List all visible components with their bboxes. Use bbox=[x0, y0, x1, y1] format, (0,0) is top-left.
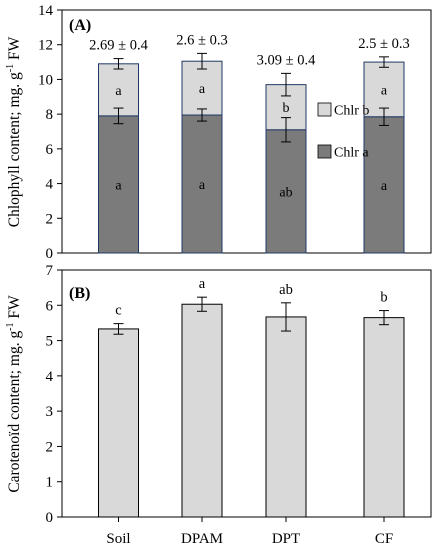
legend-label-chlr-a: Chlr a bbox=[334, 146, 369, 161]
letter-chlr-b-dpt: b bbox=[283, 101, 290, 116]
letter-chlr-b-cf: a bbox=[381, 83, 388, 98]
legend-swatch-chlr-b bbox=[317, 102, 332, 117]
panel-b-y-tick-label: 4 bbox=[46, 369, 54, 385]
letter-carotenoid-dpam: a bbox=[199, 276, 206, 292]
legend-label-chlr-b: Chlr b bbox=[334, 104, 369, 119]
x-tick-label-dpam: DPAM bbox=[181, 531, 223, 547]
panel-b-label: (B) bbox=[69, 285, 90, 302]
x-tick-label-cf: CF bbox=[375, 531, 393, 547]
panel-a-y-tick-label: 14 bbox=[38, 3, 54, 19]
panel-b: (B) 0 1 2 3 4 5 6 7 c Soil a DPAM ab DPT b CF Carotenoï… bbox=[5, 263, 432, 547]
panel-a-frame bbox=[61, 9, 432, 254]
ratio-label-dpt: 3.09 ± 0.4 bbox=[257, 52, 316, 68]
bar-chlr-a-soil bbox=[98, 115, 139, 254]
ratio-label-dpam: 2.6 ± 0.3 bbox=[176, 32, 227, 48]
panel-a-y-tick-label: 6 bbox=[46, 142, 54, 158]
bar-chlr-a-cf bbox=[363, 116, 405, 254]
panel-b-y-tick-label: 3 bbox=[46, 404, 54, 420]
panel-b-y-tick-label: 2 bbox=[46, 439, 54, 455]
letter-carotenoid-dpt: ab bbox=[279, 282, 293, 298]
panel-a-y-tick-label: 10 bbox=[38, 72, 53, 88]
bar-carotenoid-dpam bbox=[181, 303, 223, 518]
panel-b-y-tick-label: 7 bbox=[46, 263, 54, 279]
panel-b-y-tick-label: 0 bbox=[46, 510, 54, 526]
legend-swatch-chlr-a bbox=[317, 144, 332, 159]
panel-b-frame bbox=[61, 269, 432, 518]
panel-b-y-tick-label: 5 bbox=[46, 334, 54, 350]
bar-chlr-a-dpt bbox=[265, 129, 307, 254]
panel-a-y-tick-label: 2 bbox=[46, 211, 54, 227]
legend-item-chlr-b: Chlr b bbox=[317, 102, 369, 119]
panel-a-y-tick-label: 8 bbox=[46, 107, 54, 123]
panel-b-plot-area: 0 1 2 3 4 5 6 7 c Soil a DPAM ab DPT b CF bbox=[46, 263, 405, 547]
bar-chlr-a-dpam bbox=[181, 114, 223, 254]
legend: Chlr b Chlr a bbox=[317, 102, 369, 161]
letter-chlr-b-dpam: a bbox=[199, 82, 206, 97]
legend-item-chlr-a: Chlr a bbox=[317, 144, 369, 161]
letter-carotenoid-soil: c bbox=[115, 303, 121, 319]
bar-chlr-b-dpam bbox=[181, 60, 223, 116]
ratio-label-cf: 2.5 ± 0.3 bbox=[358, 36, 409, 52]
letter-chlr-a-soil: a bbox=[115, 178, 122, 193]
panel-a-plot-area: 0 2 4 6 8 10 12 14 a a 2.69 ± 0.4 a a 2.6 ± 0.3 ab b 3.0… bbox=[38, 3, 410, 262]
panel-a-label: (A) bbox=[69, 17, 91, 34]
letter-chlr-a-cf: a bbox=[381, 179, 388, 194]
bar-carotenoid-soil bbox=[98, 328, 139, 518]
letter-carotenoid-cf: b bbox=[380, 290, 387, 306]
panel-b-y-axis-label: Carotenoïd content; mg. g-1 FW bbox=[5, 295, 23, 493]
ratio-label-soil: 2.69 ± 0.4 bbox=[89, 38, 148, 54]
panel-a-y-tick-label: 12 bbox=[38, 38, 53, 54]
panel-b-y-tick-label: 6 bbox=[46, 298, 54, 314]
panel-b-y-tick-label: 1 bbox=[46, 475, 54, 491]
panel-a-y-tick-label: 4 bbox=[46, 177, 54, 193]
x-tick-label-soil: Soil bbox=[106, 531, 130, 547]
panel-a-y-tick-label: 0 bbox=[46, 246, 54, 262]
letter-chlr-b-soil: a bbox=[115, 84, 122, 99]
bar-carotenoid-dpt bbox=[265, 316, 307, 518]
x-tick-label-dpt: DPT bbox=[272, 531, 300, 547]
letter-chlr-a-dpam: a bbox=[199, 178, 206, 193]
bar-carotenoid-cf bbox=[363, 317, 405, 518]
panel-a-y-axis-label: Chlophyll content; mg. g-1 FW bbox=[5, 36, 23, 227]
letter-chlr-a-dpt: ab bbox=[279, 185, 292, 200]
